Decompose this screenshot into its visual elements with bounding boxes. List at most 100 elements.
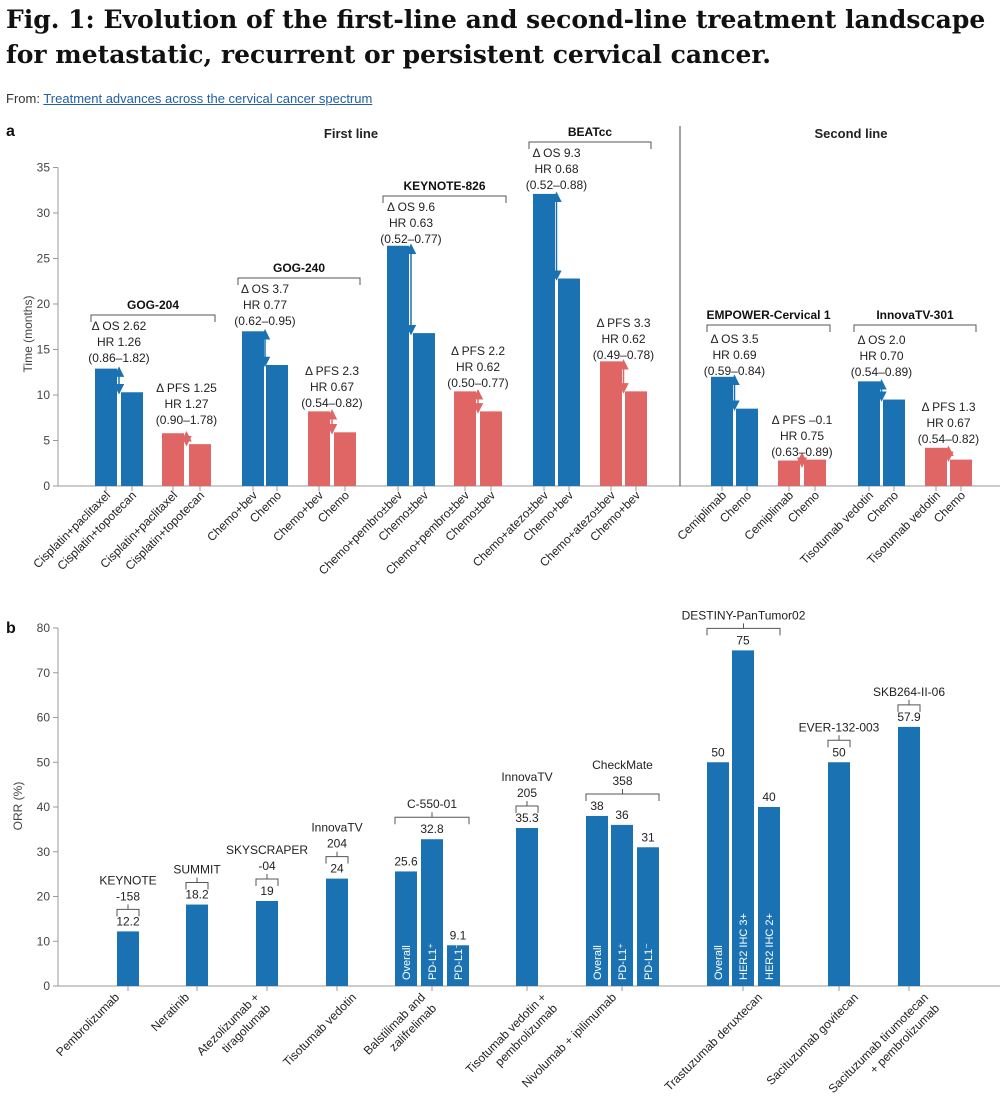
- annotation-text: (0.49–0.78): [593, 348, 654, 362]
- panel-b-value-label: 31: [641, 830, 655, 844]
- panel-b-value-label: 75: [736, 633, 750, 647]
- panel-b-trial-label: 358: [612, 774, 632, 788]
- panel-a-label: a: [6, 123, 15, 140]
- panel-b-bar: [611, 824, 633, 986]
- annotation-text: HR 0.68: [534, 162, 578, 176]
- annotation-text: HR 0.75: [780, 429, 824, 443]
- panel-b-trial-label: 204: [327, 837, 347, 851]
- trial-name-label: GOG-240: [273, 261, 325, 275]
- annotation-text: (0.52–0.77): [380, 232, 441, 246]
- source-line: From: Treatment advances across the cerv…: [6, 91, 372, 106]
- section-second-line-title: Second line: [815, 126, 888, 141]
- annotation-text: HR 0.70: [859, 349, 903, 363]
- panel-b-value-label: 25.6: [394, 854, 418, 868]
- panel-b-trial-label: InnovaTV: [501, 770, 552, 784]
- panel-b-trial-label: 205: [517, 786, 537, 800]
- panel-a-bar: [600, 361, 622, 486]
- source-article-link[interactable]: Treatment advances across the cervical c…: [43, 91, 373, 106]
- panel-b-trial-label: SKYSCRAPER: [226, 843, 308, 857]
- panel-b-y-tick-label: 80: [37, 621, 51, 635]
- panel-b-bar: [828, 762, 850, 986]
- panel-b-y-tick-label: 60: [37, 711, 51, 725]
- trial-bracket: [528, 141, 652, 149]
- section-first-line-title: First line: [324, 126, 378, 141]
- panel-b-bar: [758, 807, 780, 986]
- panel-a-bar: [266, 364, 288, 486]
- panel-a-bar: [387, 245, 409, 486]
- trial-name-label: BEATcc: [568, 125, 613, 139]
- trial-name-label: GOG-204: [127, 298, 179, 312]
- panel-b-value-label: 12.2: [116, 914, 140, 928]
- panel-a-bar: [883, 399, 905, 486]
- annotation-text: (0.50–0.77): [447, 376, 508, 390]
- panel-b-value-label: 38: [590, 799, 604, 813]
- panel-b-y-tick-label: 10: [37, 934, 51, 948]
- panel-b-y-tick-label: 0: [43, 979, 50, 993]
- panel-b-value-label: 50: [832, 745, 846, 759]
- annotation-text: (0.59–0.84): [704, 364, 765, 378]
- panel-b-x-tick-label: Tisotumab vedotin: [280, 990, 359, 1069]
- panel-b-y-tick-label: 70: [37, 666, 51, 680]
- annotation-text: Δ PFS 2.2: [451, 344, 505, 358]
- panel-a-bar: [334, 432, 356, 486]
- panel-b-trial-label: KEYNOTE: [99, 873, 156, 887]
- panel-b-y-tick-label: 40: [37, 800, 51, 814]
- panel-a-bar: [858, 381, 880, 486]
- panel-b-bar-sublabel: PD-L1⁻: [643, 943, 655, 980]
- panel-a-bar: [804, 459, 826, 486]
- annotation-text: Δ PFS 1.25: [156, 381, 217, 395]
- panel-a-bar: [533, 193, 555, 486]
- panel-b-bar-sublabel: Overall: [713, 945, 725, 980]
- panel-b-y-tick-label: 20: [37, 890, 51, 904]
- panel-a-bar: [950, 459, 972, 486]
- panel-b-x-tick-label: Neratinib: [148, 990, 192, 1034]
- panel-b-bar: [186, 904, 208, 986]
- panel-b-bar: [421, 839, 443, 986]
- panel-b-bar-sublabel: PD-L1⁺: [617, 943, 629, 980]
- annotation-text: Δ OS 2.0: [857, 333, 905, 347]
- annotation-text: HR 0.63: [389, 216, 433, 230]
- panel-a-y-tick-label: 5: [43, 434, 50, 448]
- panel-a-x-tick-label: Tisotumab vedotin: [864, 488, 943, 567]
- panel-b-value-label: 57.9: [897, 710, 921, 724]
- annotation-text: HR 0.67: [310, 380, 354, 394]
- panel-a-bar: [121, 392, 143, 486]
- panel-b-trial-label: EVER-132-003: [799, 720, 880, 734]
- panel-b-x-tick-label: Trastuzumab deruxtecan: [662, 990, 765, 1093]
- panel-b-bar-sublabel: PD-L1⁺: [427, 943, 439, 980]
- panel-b-value-label: 50: [711, 745, 725, 759]
- panel-a-bar: [625, 391, 647, 486]
- panel-b-value-label: 35.3: [515, 811, 539, 825]
- annotation-text: Δ OS 3.7: [241, 282, 289, 296]
- panel-a-y-tick-label: 20: [37, 297, 51, 311]
- annotation-text: Δ OS 2.62: [92, 319, 147, 333]
- annotation-text: Δ PFS 2.3: [305, 364, 359, 378]
- annotation-text: (0.62–0.95): [234, 314, 295, 328]
- panel-b-value-label: 24: [330, 862, 344, 876]
- panel-b-trial-label: CheckMate: [592, 758, 653, 772]
- annotation-text: Δ OS 9.6: [387, 200, 435, 214]
- annotation-text: HR 0.62: [601, 332, 645, 346]
- panel-b-bar-sublabel: HER2 IHC 3+: [738, 913, 750, 980]
- panel-b-bar: [447, 945, 469, 986]
- panel-b-bar-sublabel: Overall: [401, 945, 413, 980]
- panel-b-bar: [326, 878, 348, 986]
- panel-a-y-axis-title: Time (months): [21, 296, 35, 373]
- panel-b-y-tick-label: 30: [37, 845, 51, 859]
- panel-b-value-label: 19: [260, 884, 274, 898]
- panel-b-bar: [516, 828, 538, 986]
- panel-b-bar: [637, 847, 659, 986]
- annotation-text: Δ OS 3.5: [710, 332, 758, 346]
- annotation-text: (0.54–0.89): [851, 365, 912, 379]
- panel-b-trial-label: InnovaTV: [311, 821, 362, 835]
- trial-bracket: [706, 324, 831, 332]
- panel-a-y-tick-label: 30: [37, 206, 51, 220]
- panel-b-bar: [586, 815, 608, 986]
- panel-a-bar: [778, 460, 800, 486]
- panel-b-trial-label: DESTINY-PanTumor02: [682, 608, 806, 622]
- panel-b-trial-label: -158: [116, 889, 140, 903]
- panel-b-trial-label: -04: [258, 859, 276, 873]
- annotation-text: HR 0.62: [456, 360, 500, 374]
- annotation-text: HR 0.69: [712, 348, 756, 362]
- panel-a-bar: [162, 433, 184, 486]
